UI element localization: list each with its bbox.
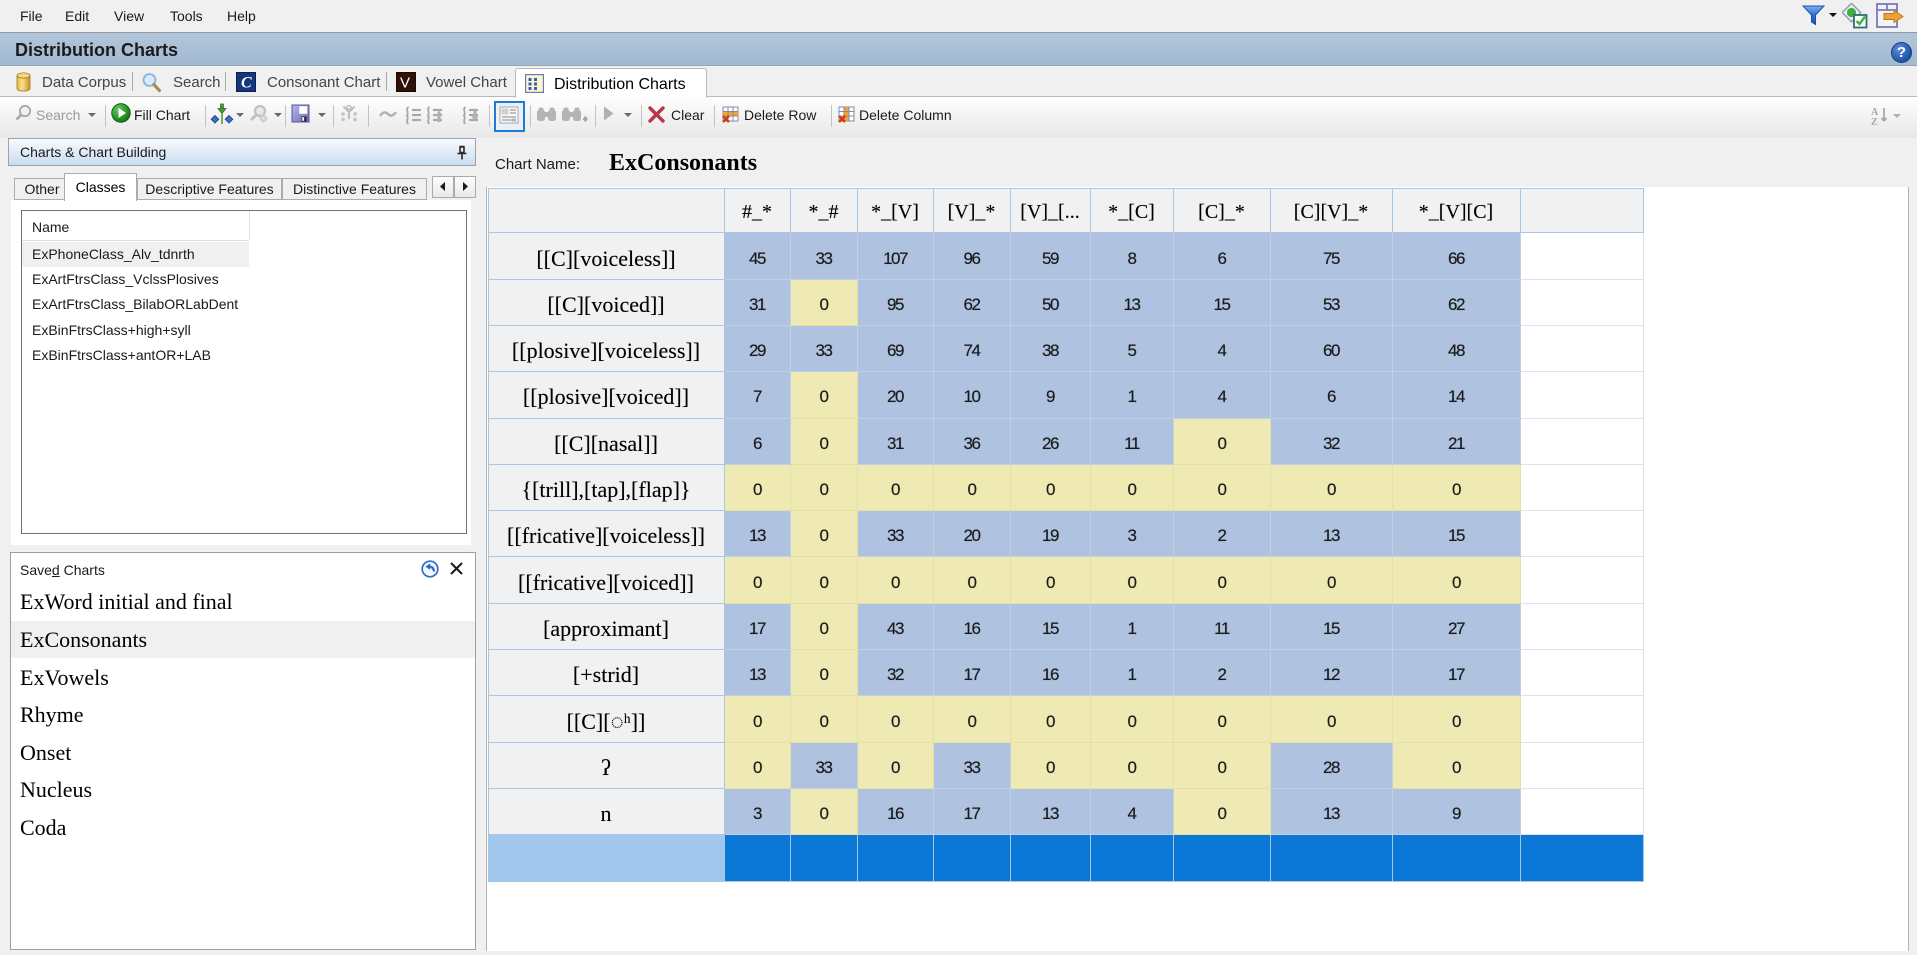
svg-text:A: A (1871, 107, 1879, 118)
svg-text:V: V (400, 75, 410, 92)
svg-text:C: C (241, 75, 252, 92)
svg-text:Z: Z (1871, 117, 1878, 126)
